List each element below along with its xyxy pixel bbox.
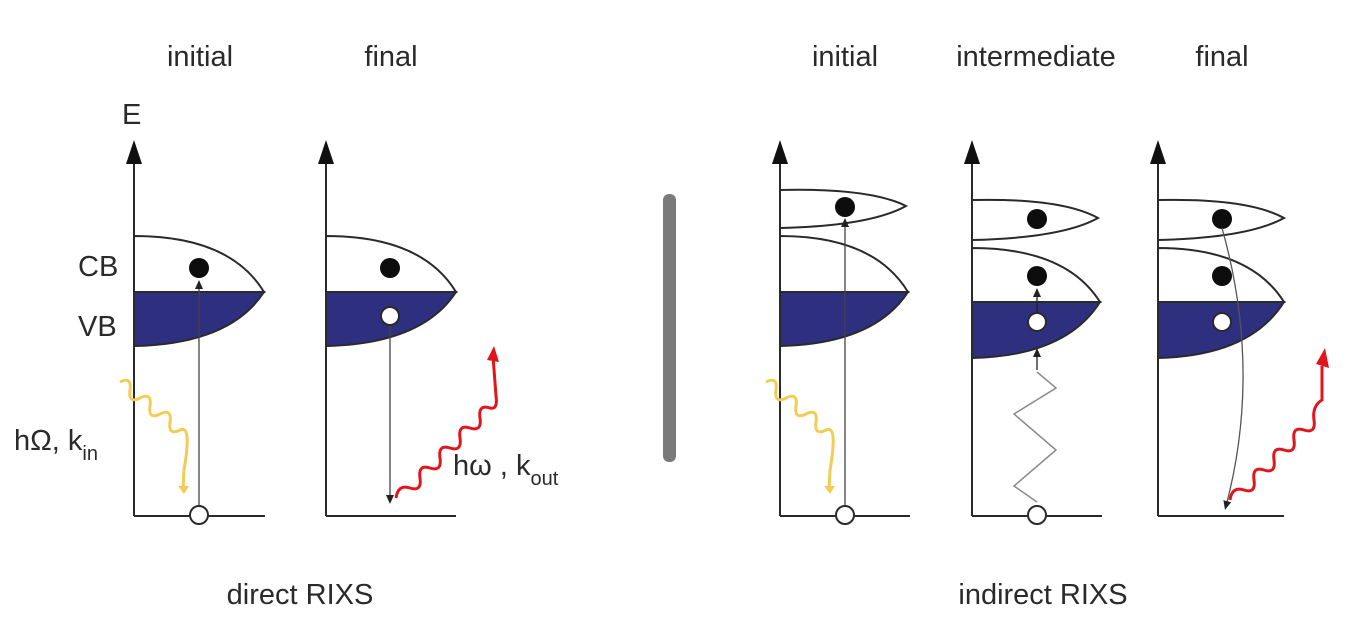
energy-axis-arrowhead [126,140,142,164]
electron [1212,209,1232,229]
column-title-final: final [364,41,417,73]
electron [380,258,400,278]
electron [835,197,855,217]
energy-axis-label: E [122,99,141,131]
outgoing-photon-label: hω , kout [453,450,559,490]
outgoing-photon-wave [394,355,498,499]
column-title-initial: initial [167,41,233,73]
energy-axis-arrowhead [772,140,788,164]
column-title-intermediate: intermediate [956,41,1116,73]
electron [1027,209,1047,229]
caption-indirect-rixs: indirect RIXS [958,579,1127,611]
core-hole [189,505,209,525]
core-hole [835,505,855,525]
energy-axis-arrowhead [318,140,334,164]
excited-electron [1027,266,1047,286]
indirect-final-column [1150,140,1329,517]
column-title-final: final [1195,41,1248,73]
incoming-photon-arrowhead [178,486,189,494]
conduction-band [779,234,910,293]
band-label-cb: CB [78,251,118,283]
direct-initial-column: hΩ, kin [14,140,266,525]
valence-hole [1027,312,1047,332]
indirect-initial-column [765,140,910,525]
indirect-intermediate-column [964,140,1102,525]
core-hole-potential-zigzag [1012,371,1058,503]
excited-electron [1212,266,1232,286]
caption-direct-rixs: direct RIXS [227,579,374,611]
incoming-photon-arrowhead [824,486,835,494]
core-hole [1027,505,1047,525]
incoming-photon-wave [765,378,835,491]
valence-hole [1212,312,1232,332]
direct-rixs-panel: initial final E hΩ, kin [14,41,559,611]
incoming-photon-label: hΩ, kin [14,425,98,465]
column-title-initial: initial [812,41,878,73]
valence-hole [380,306,400,326]
outgoing-photon-wave [1228,366,1324,501]
energy-axis-arrowhead [964,140,980,164]
indirect-rixs-panel: initial intermediate final [765,41,1329,611]
outgoing-photon-arrowhead [487,346,499,362]
direct-final-column: hω , kout [318,140,559,517]
decay-arrow [1221,227,1244,510]
band-label-vb: VB [78,311,117,343]
energy-axis-arrowhead [1150,140,1166,164]
valence-band [779,291,910,348]
outgoing-photon-arrowhead [1316,348,1329,368]
incoming-photon-wave [119,378,189,491]
panel-divider [663,194,676,462]
electron [189,258,209,278]
